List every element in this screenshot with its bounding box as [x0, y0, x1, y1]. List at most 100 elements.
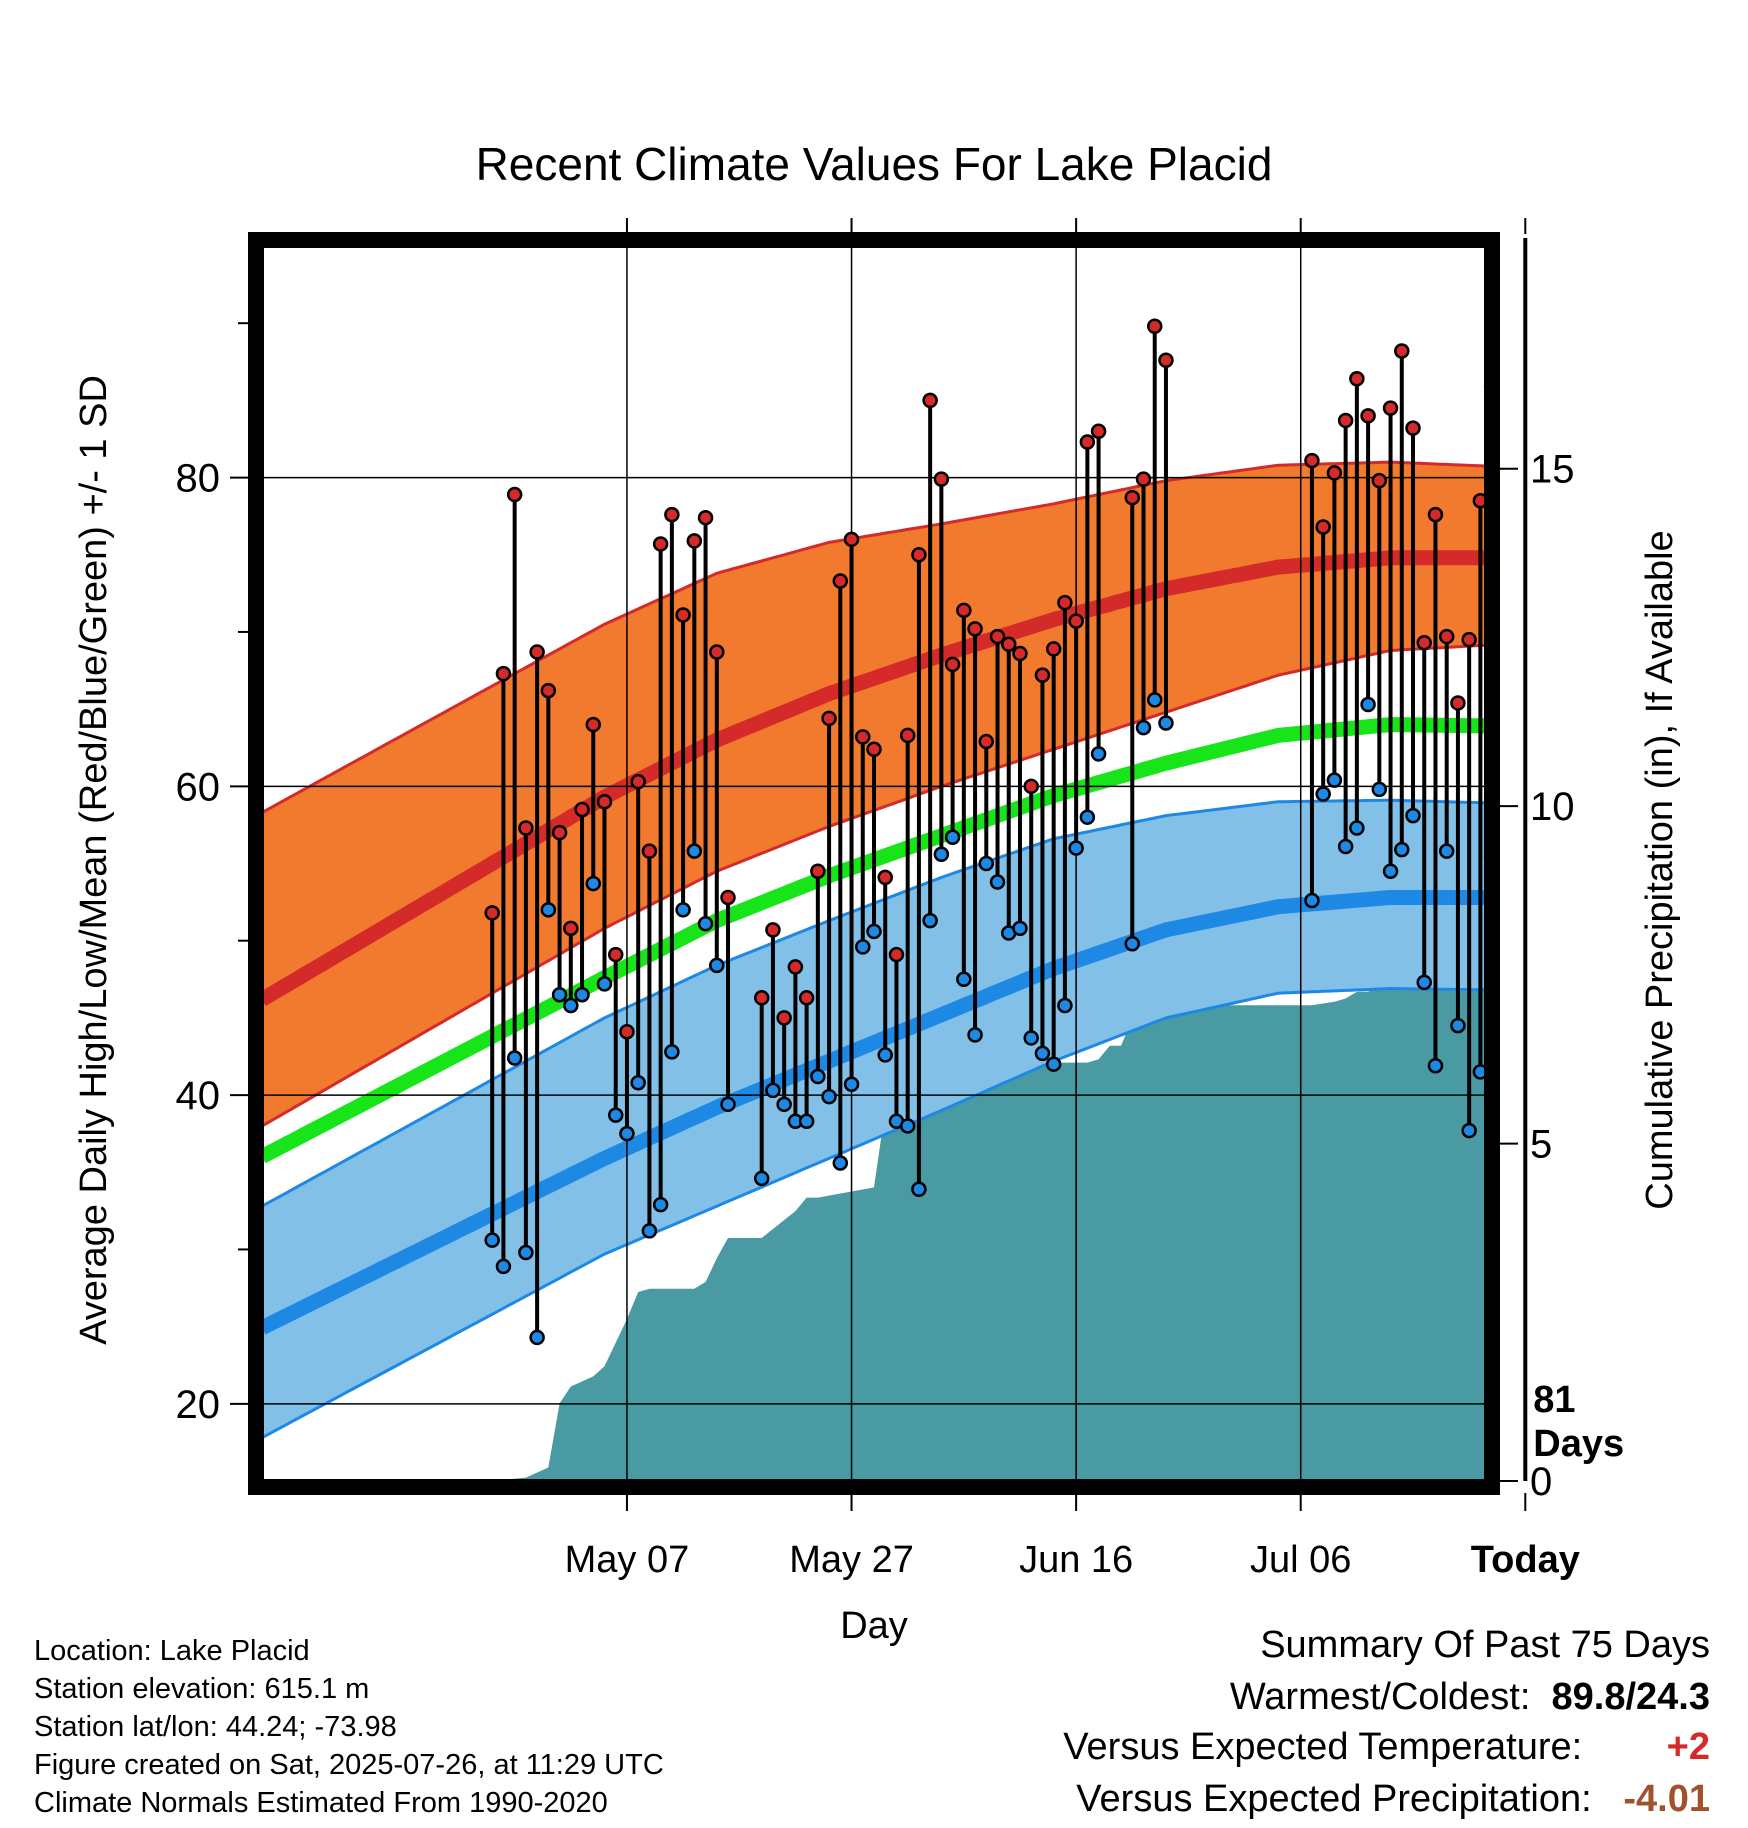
y-axis-label: Average Daily High/Low/Mean (Red/Blue/Gr…: [73, 375, 115, 1345]
daily-high-point: [630, 773, 646, 790]
daily-low-point: [1315, 786, 1331, 802]
daily-low-point: [1427, 1057, 1444, 1074]
daily-low-point: [484, 1232, 500, 1248]
y-tick-label: 40: [176, 1074, 221, 1118]
created-text: Figure created on Sat, 2025-07-26, at 11…: [34, 1749, 664, 1781]
daily-high-point: [1360, 408, 1376, 424]
daily-low-point: [821, 1088, 837, 1105]
daily-low-point: [899, 1118, 916, 1134]
daily-low-point: [686, 843, 703, 859]
daily-low-point: [810, 1068, 826, 1085]
daily-low-point: [1438, 843, 1455, 859]
precipitation-value: -4.01: [1623, 1778, 1710, 1820]
daily-low-point: [1450, 1017, 1466, 1034]
x-tick-label: May 07: [565, 1539, 690, 1581]
daily-high-point: [753, 990, 770, 1006]
daily-low-point: [1146, 692, 1163, 708]
daily-low-point: [641, 1223, 658, 1239]
daily-high-point: [1304, 452, 1320, 469]
daily-high-point: [1034, 667, 1051, 683]
daily-low-point: [956, 971, 972, 988]
daily-high-point: [843, 531, 860, 548]
precipitation-area: [492, 934, 1486, 1481]
daily-high-point: [1315, 519, 1331, 535]
summary-title: Summary Of Past 75 Days: [1260, 1624, 1710, 1666]
daily-high-point: [899, 727, 916, 744]
daily-high-point: [495, 665, 512, 682]
y2-tick-label: 5: [1530, 1123, 1552, 1167]
daily-low-point: [753, 1170, 770, 1187]
daily-high-point: [911, 547, 927, 563]
daily-high-point: [529, 644, 545, 660]
temperature-value: +2: [1666, 1726, 1710, 1768]
daily-high-point: [1068, 613, 1084, 629]
daily-high-point: [1057, 594, 1073, 611]
daily-low-point: [978, 855, 995, 872]
daily-low-point: [540, 902, 557, 918]
daily-low-point: [1023, 1030, 1039, 1046]
daily-low-point: [1416, 974, 1432, 991]
daily-high-point: [551, 824, 568, 841]
daily-low-point: [664, 1044, 680, 1060]
y2-tick-label: 10: [1530, 785, 1575, 829]
daily-low-point: [1382, 863, 1399, 879]
daily-high-point: [1349, 371, 1365, 387]
daily-low-point: [1057, 997, 1073, 1014]
daily-low-point: [1135, 719, 1152, 736]
days-unit-label: Days: [1533, 1423, 1624, 1465]
daily-high-point: [1405, 420, 1421, 436]
daily-high-point: [1427, 506, 1444, 523]
daily-high-point: [810, 863, 826, 879]
daily-high-point: [720, 889, 736, 906]
daily-high-point: [1416, 634, 1432, 651]
daily-high-point: [944, 656, 961, 673]
daily-high-point: [664, 506, 680, 523]
days-count-label: 81: [1533, 1379, 1575, 1421]
daily-low-point: [1124, 936, 1141, 952]
daily-high-point: [877, 869, 893, 886]
daily-high-point: [1135, 471, 1152, 487]
y-tick-label: 20: [176, 1383, 221, 1427]
summary-precipitation: Versus Expected Precipitation: -4.01: [1076, 1778, 1710, 1821]
daily-high-point: [1326, 465, 1343, 481]
summary-warmest-coldest: Warmest/Coldest: 89.8/24.3: [1230, 1676, 1710, 1719]
daily-high-point: [967, 621, 983, 637]
daily-low-point: [563, 997, 579, 1014]
daily-high-point: [506, 486, 523, 503]
daily-high-point: [978, 733, 995, 750]
daily-low-point: [776, 1096, 792, 1113]
daily-low-point: [551, 986, 568, 1003]
daily-high-point: [1337, 412, 1354, 429]
daily-low-point: [1304, 892, 1320, 909]
daily-high-point: [1045, 641, 1062, 657]
y-tick-label: 60: [176, 765, 221, 809]
y-tick-label: 80: [176, 457, 221, 501]
daily-high-point: [686, 533, 703, 549]
x-tick-label: Today: [1471, 1539, 1580, 1581]
x-tick-label: Jul 06: [1250, 1539, 1351, 1581]
daily-low-point: [607, 1107, 624, 1123]
daily-high-point: [832, 573, 849, 589]
plot-frame: [248, 232, 1500, 1495]
daily-high-point: [1124, 489, 1141, 506]
daily-low-point: [1079, 809, 1096, 825]
daily-high-point: [563, 920, 579, 937]
daily-high-point: [1079, 434, 1096, 450]
daily-high-point: [855, 729, 871, 745]
daily-low-point: [1461, 1122, 1477, 1139]
daily-low-point: [720, 1096, 736, 1113]
daily-high-point: [675, 607, 691, 623]
daily-high-point: [933, 471, 950, 487]
daily-high-point: [652, 536, 669, 552]
elevation-text: Station elevation: 615.1 m: [34, 1673, 370, 1705]
daily-low-point: [798, 1113, 815, 1130]
daily-low-point: [944, 829, 961, 846]
daily-low-point: [1405, 807, 1421, 824]
daily-high-point: [1382, 400, 1399, 416]
daily-low-point: [967, 1027, 983, 1043]
daily-high-point: [585, 716, 602, 733]
daily-high-point: [574, 801, 590, 818]
daily-low-point: [1360, 696, 1376, 713]
daily-high-point: [956, 602, 972, 619]
